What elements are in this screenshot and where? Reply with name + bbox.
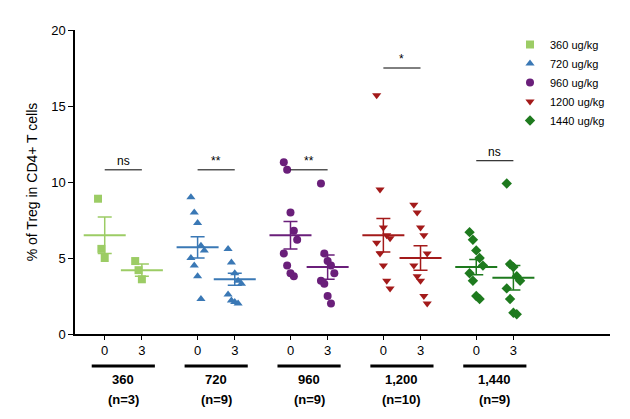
svg-text:0: 0 [287, 343, 294, 358]
svg-text:960: 960 [298, 372, 320, 387]
svg-text:**: ** [304, 154, 314, 168]
svg-text:*: * [399, 52, 404, 66]
svg-text:0: 0 [101, 343, 108, 358]
svg-text:0: 0 [58, 327, 65, 342]
svg-text:3: 3 [138, 343, 145, 358]
svg-text:(n=9): (n=9) [201, 392, 232, 407]
svg-text:1,440: 1,440 [478, 372, 511, 387]
svg-text:**: ** [211, 154, 221, 168]
svg-text:720 ug/kg: 720 ug/kg [550, 58, 598, 70]
svg-text:(n=9): (n=9) [294, 392, 325, 407]
svg-text:0: 0 [194, 343, 201, 358]
svg-text:960 ug/kg: 960 ug/kg [550, 77, 598, 89]
svg-text:3: 3 [510, 343, 517, 358]
svg-text:0: 0 [380, 343, 387, 358]
svg-text:720: 720 [205, 372, 227, 387]
svg-text:3: 3 [417, 343, 424, 358]
svg-text:% of Treg in CD4+ T cells: % of Treg in CD4+ T cells [24, 103, 40, 262]
svg-text:0: 0 [473, 343, 480, 358]
svg-text:1200 ug/kg: 1200 ug/kg [550, 96, 604, 108]
svg-text:(n=9): (n=9) [479, 392, 510, 407]
svg-text:5: 5 [58, 251, 65, 266]
svg-text:3: 3 [324, 343, 331, 358]
svg-text:20: 20 [51, 23, 65, 38]
svg-text:ns: ns [117, 154, 130, 168]
svg-text:360 ug/kg: 360 ug/kg [550, 39, 598, 51]
svg-text:ns: ns [488, 145, 501, 159]
svg-text:360: 360 [112, 372, 134, 387]
svg-text:3: 3 [231, 343, 238, 358]
svg-text:15: 15 [51, 99, 65, 114]
svg-text:1440 ug/kg: 1440 ug/kg [550, 115, 604, 127]
svg-text:10: 10 [51, 175, 65, 190]
svg-text:(n=10): (n=10) [382, 392, 421, 407]
svg-text:1,200: 1,200 [385, 372, 418, 387]
svg-text:(n=3): (n=3) [108, 392, 139, 407]
